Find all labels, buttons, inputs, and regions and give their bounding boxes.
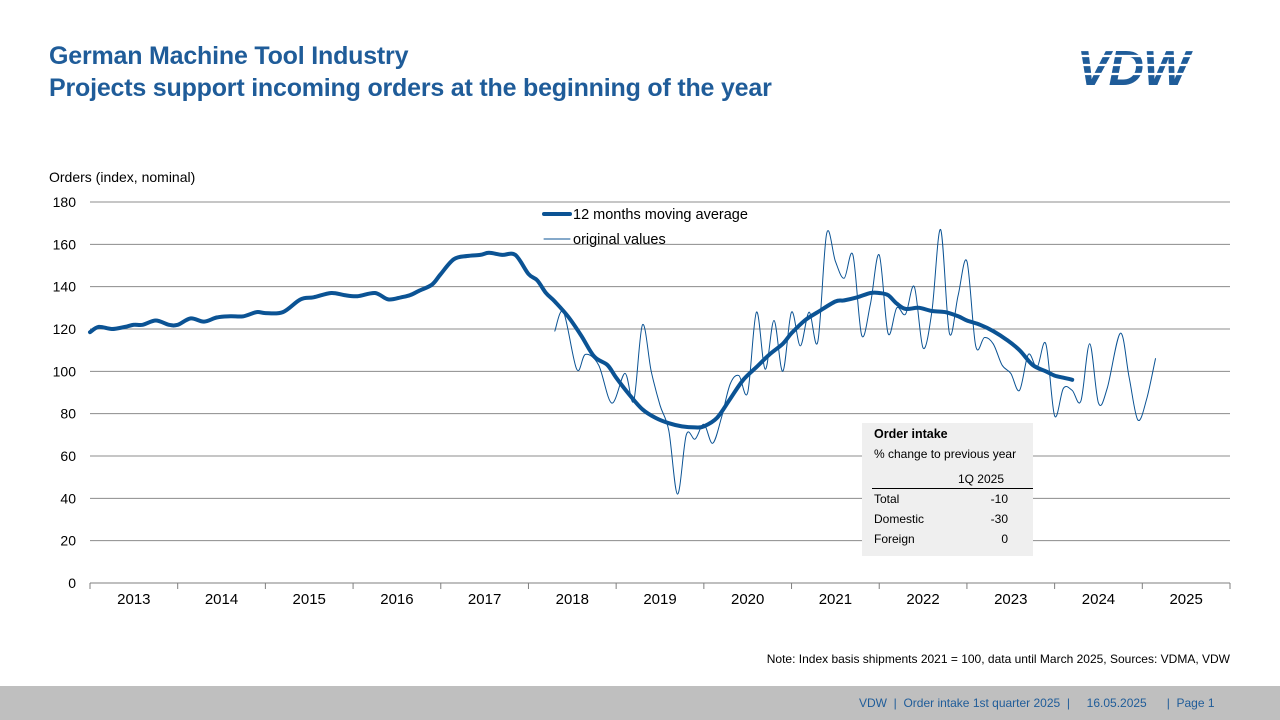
footer-bar: VDW | Order intake 1st quarter 2025 | 16…: [0, 686, 1280, 720]
table-row-domestic: Domestic -30: [874, 512, 1021, 532]
moving-average-line: [88, 250, 1075, 430]
y-tick-label: 80: [60, 406, 76, 422]
footer-text: VDW | Order intake 1st quarter 2025 | 16…: [859, 696, 1215, 710]
legend-label: original values: [573, 232, 666, 248]
x-tick-label: 2015: [293, 591, 326, 608]
row-label: Domestic: [874, 512, 925, 526]
x-tick-label: 2014: [205, 591, 238, 608]
x-tick-label: 2024: [1082, 591, 1115, 608]
row-value: -30: [990, 512, 1008, 526]
x-tick-label: 2022: [906, 591, 939, 608]
row-value: -10: [990, 492, 1008, 506]
y-tick-label: 180: [53, 194, 77, 210]
table-row-foreign: Foreign 0: [874, 532, 1021, 552]
table-title: Order intake: [874, 427, 948, 441]
y-tick-label: 40: [60, 490, 76, 506]
chart-note: Note: Index basis shipments 2021 = 100, …: [766, 652, 1230, 666]
x-tick-label: 2023: [994, 591, 1027, 608]
column-header: 1Q 2025: [957, 472, 1004, 486]
row-label: Foreign: [874, 532, 915, 546]
legend-moving-average: 12 months moving average: [542, 207, 748, 223]
table-header: 1Q 2025: [872, 471, 1033, 489]
y-tick-label: 160: [53, 236, 77, 252]
legend-original-values: original values: [543, 232, 666, 248]
legend-label: 12 months moving average: [573, 207, 748, 223]
x-tick-label: 2019: [643, 591, 676, 608]
y-tick-label: 100: [53, 363, 77, 379]
y-tick-labels: 0 20 40 60 80 100 120 140 160 180: [53, 194, 77, 591]
x-tick-label: 2016: [380, 591, 413, 608]
y-tick-label: 0: [68, 575, 76, 591]
vdw-logo-text: VDW: [1077, 45, 1193, 91]
y-tick-label: 60: [60, 448, 76, 464]
x-tick-label: 2020: [731, 591, 764, 608]
x-tick-label: 2025: [1169, 591, 1202, 608]
chart-series: [88, 228, 1156, 495]
y-tick-label: 120: [53, 321, 77, 337]
x-tick-label: 2018: [556, 591, 589, 608]
chart-grid: [90, 201, 1230, 542]
x-tick-label: 2013: [117, 591, 150, 608]
y-tick-label: 20: [60, 533, 76, 549]
original-values-line: [554, 228, 1156, 495]
table-subtitle: % change to previous year: [874, 447, 1017, 461]
x-tick-label: 2021: [819, 591, 852, 608]
table-row-total: Total -10: [874, 492, 1021, 512]
chart-legend: 12 months moving average original values: [542, 207, 748, 248]
order-intake-table: Order intake % change to previous year 1…: [862, 423, 1033, 556]
y-axis-label: Orders (index, nominal): [49, 169, 196, 185]
page-title: German Machine Tool Industry: [49, 42, 409, 70]
x-tick-label: 2017: [468, 591, 501, 608]
vdw-logo: VDW: [1077, 45, 1232, 91]
row-value: 0: [1001, 532, 1008, 546]
page-subtitle: Projects support incoming orders at the …: [49, 74, 772, 102]
x-axis: 2013 2014 2015 2016 2017 2018 2019 2020 2021 2022…: [89, 582, 1231, 608]
y-tick-label: 140: [53, 279, 77, 295]
row-label: Total: [874, 492, 900, 506]
